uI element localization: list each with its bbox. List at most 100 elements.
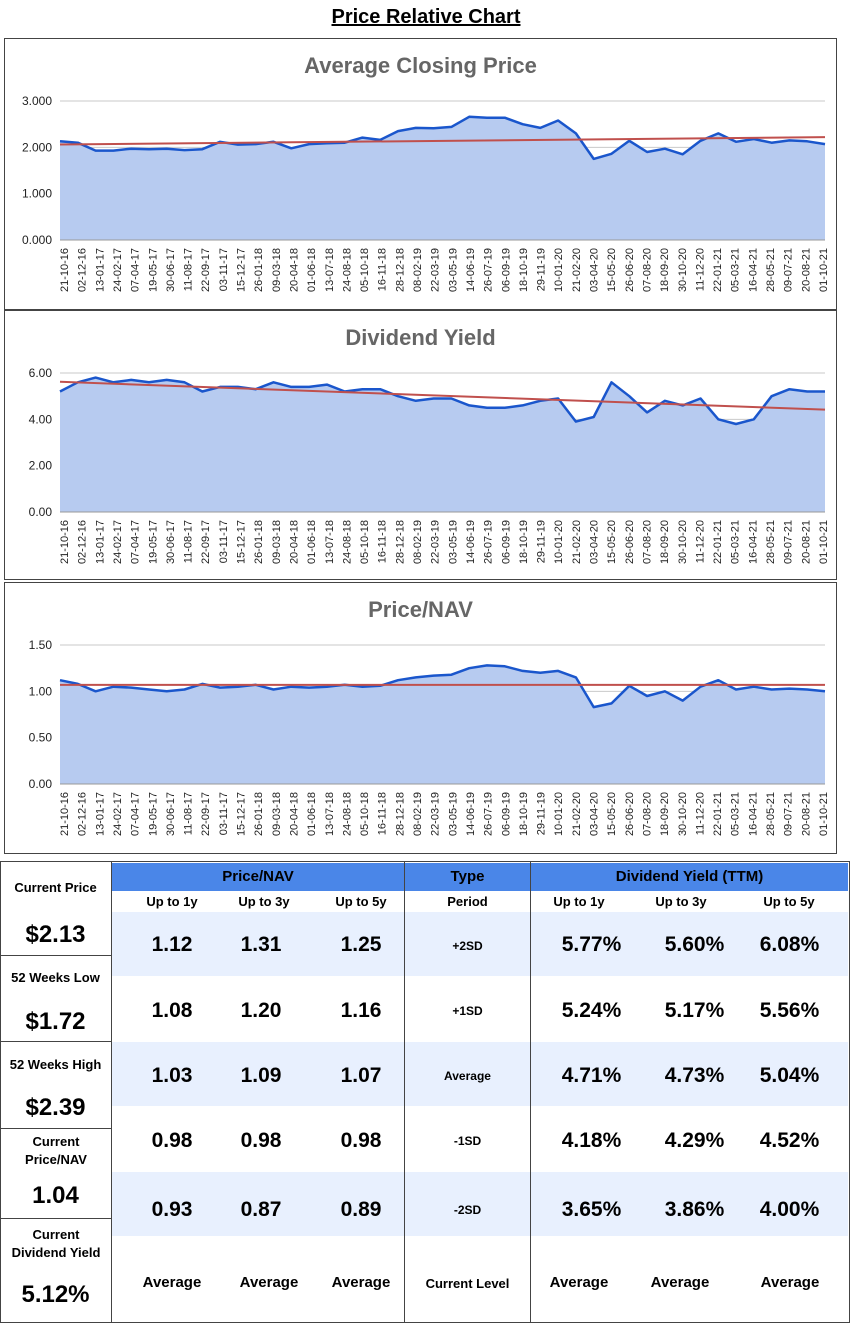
x-tick-label: 22-03-19 (430, 792, 442, 836)
dy-value: 5.56% (759, 999, 820, 1022)
x-tick-label: 21-10-16 (59, 520, 71, 564)
x-tick-label: 22-01-21 (712, 520, 724, 564)
x-tick-label: 16-11-18 (377, 248, 389, 291)
x-tick-label: 24-02-17 (112, 248, 124, 292)
x-tick-label: 05-10-18 (359, 520, 371, 564)
x-tick-label: 07-08-20 (641, 248, 653, 292)
trend-line (59, 136, 826, 146)
y-tick-label: 2.00 (29, 459, 53, 473)
sub-header: Up to 5y (763, 894, 815, 909)
x-tick-label: 09-07-21 (783, 520, 795, 564)
table-border (849, 861, 850, 1323)
x-tick-label: 28-12-18 (394, 248, 406, 292)
y-tick-label: 0.50 (29, 731, 53, 745)
x-tick-label: 11-08-17 (183, 520, 195, 563)
table-border (0, 1128, 112, 1129)
x-tick-label: 28-05-21 (765, 248, 777, 292)
x-tick-label: 24-08-18 (341, 792, 353, 836)
pnav-value: 0.98 (340, 1129, 382, 1152)
dy-value: 4.29% (664, 1129, 725, 1152)
x-tick-label: 26-06-20 (624, 520, 636, 564)
x-tick-label: 26-07-19 (483, 792, 495, 836)
dy-value: 5.77% (561, 933, 622, 956)
x-tick-label: 30-10-20 (677, 792, 689, 836)
type-value: +2SD (452, 939, 483, 953)
x-tick-label: 02-12-16 (77, 248, 89, 292)
x-tick-label: 26-01-18 (253, 792, 265, 836)
table-border (530, 861, 531, 1323)
stat-label: 52 Weeks High (9, 1057, 102, 1072)
x-tick-label: 21-10-16 (59, 248, 71, 292)
series-line (59, 115, 826, 161)
table-border (404, 861, 405, 1323)
dy-value: 5.04% (759, 1064, 820, 1087)
x-tick-label: 01-06-18 (306, 792, 318, 836)
x-tick-label: 24-08-18 (341, 248, 353, 292)
x-tick-label: 26-06-20 (624, 248, 636, 292)
x-tick-label: 11-12-20 (694, 248, 706, 291)
x-tick-label: 07-08-20 (641, 520, 653, 564)
series-line (59, 664, 826, 709)
x-tick-label: 13-01-17 (94, 792, 106, 836)
pnav-value: 1.03 (151, 1064, 193, 1087)
x-tick-label: 22-03-19 (430, 248, 442, 292)
x-tick-label: 22-09-17 (200, 520, 212, 564)
series-line (59, 376, 825, 426)
table-border (0, 1041, 112, 1042)
x-tick-label: 01-06-18 (306, 520, 318, 564)
x-tick-label: 16-04-21 (747, 248, 759, 292)
x-tick-label: 08-02-19 (412, 792, 424, 836)
x-tick-label: 03-05-19 (447, 248, 459, 292)
x-tick-label: 24-02-17 (112, 792, 124, 836)
dy-value: 5.60% (664, 933, 725, 956)
x-tick-label: 21-02-20 (571, 792, 583, 836)
x-tick-label: 20-08-21 (800, 248, 812, 292)
stat-label: Current Price/NAV (25, 1134, 87, 1167)
stat-value: $1.72 (25, 1008, 86, 1035)
x-tick-label: 15-12-17 (236, 520, 248, 564)
chart-price-nav-plot: 0.00 0.50 1.00 1.50 21-10-16 02-12-16 13-01-17… (29, 638, 830, 836)
y-tick-label: 2.000 (22, 140, 52, 154)
x-tick-label: 03-11-17 (218, 792, 230, 835)
table-border (0, 861, 1, 1323)
x-tick-label: 22-09-17 (200, 248, 212, 292)
x-tick-label: 15-05-20 (606, 248, 618, 292)
x-tick-label: 30-06-17 (165, 248, 177, 292)
x-tick-label: 22-03-19 (430, 520, 442, 564)
x-tick-label: 05-03-21 (730, 792, 742, 836)
dy-value: 5.17% (664, 999, 725, 1022)
x-tick-label: 03-05-19 (447, 520, 459, 564)
x-tick-label: 16-04-21 (747, 520, 759, 564)
table-border (0, 955, 112, 956)
x-tick-label: 13-01-17 (94, 520, 106, 564)
chart-title: Price/NAV (368, 597, 473, 622)
x-tick-label: 14-06-19 (465, 248, 477, 292)
row-band (112, 1172, 404, 1236)
sub-header: Up to 1y (553, 894, 605, 909)
row-band (112, 912, 404, 976)
pnav-value: 1.25 (340, 933, 382, 956)
chart-title: Average Closing Price (304, 53, 537, 78)
x-tick-label: 19-05-17 (147, 520, 159, 564)
pnav-value: 0.93 (151, 1198, 193, 1221)
x-tick-label: 06-09-19 (500, 792, 512, 836)
x-tick-label: 29-11-19 (536, 248, 548, 291)
x-tick-label: 28-12-18 (394, 792, 406, 836)
x-tick-label: 03-05-19 (447, 792, 459, 836)
x-tick-label: 30-10-20 (677, 248, 689, 292)
x-tick-label: 15-12-17 (236, 792, 248, 836)
x-tick-label: 11-08-17 (183, 248, 195, 291)
x-tick-label: 01-10-21 (818, 792, 830, 836)
x-tick-label: 09-03-18 (271, 792, 283, 836)
x-tick-label: 03-04-20 (589, 792, 601, 836)
x-tick-label: 26-01-18 (253, 520, 265, 564)
x-tick-label: 13-07-18 (324, 792, 336, 836)
x-tick-label: 07-04-17 (130, 792, 142, 836)
x-tick-label: 22-01-21 (712, 792, 724, 836)
x-tick-label: 08-02-19 (412, 248, 424, 292)
pnav-value: 1.16 (340, 999, 382, 1022)
stat-value: 5.12% (21, 1281, 90, 1308)
row-band (405, 1042, 530, 1106)
dy-value: 4.73% (664, 1064, 725, 1087)
x-tick-label: 30-06-17 (165, 520, 177, 564)
